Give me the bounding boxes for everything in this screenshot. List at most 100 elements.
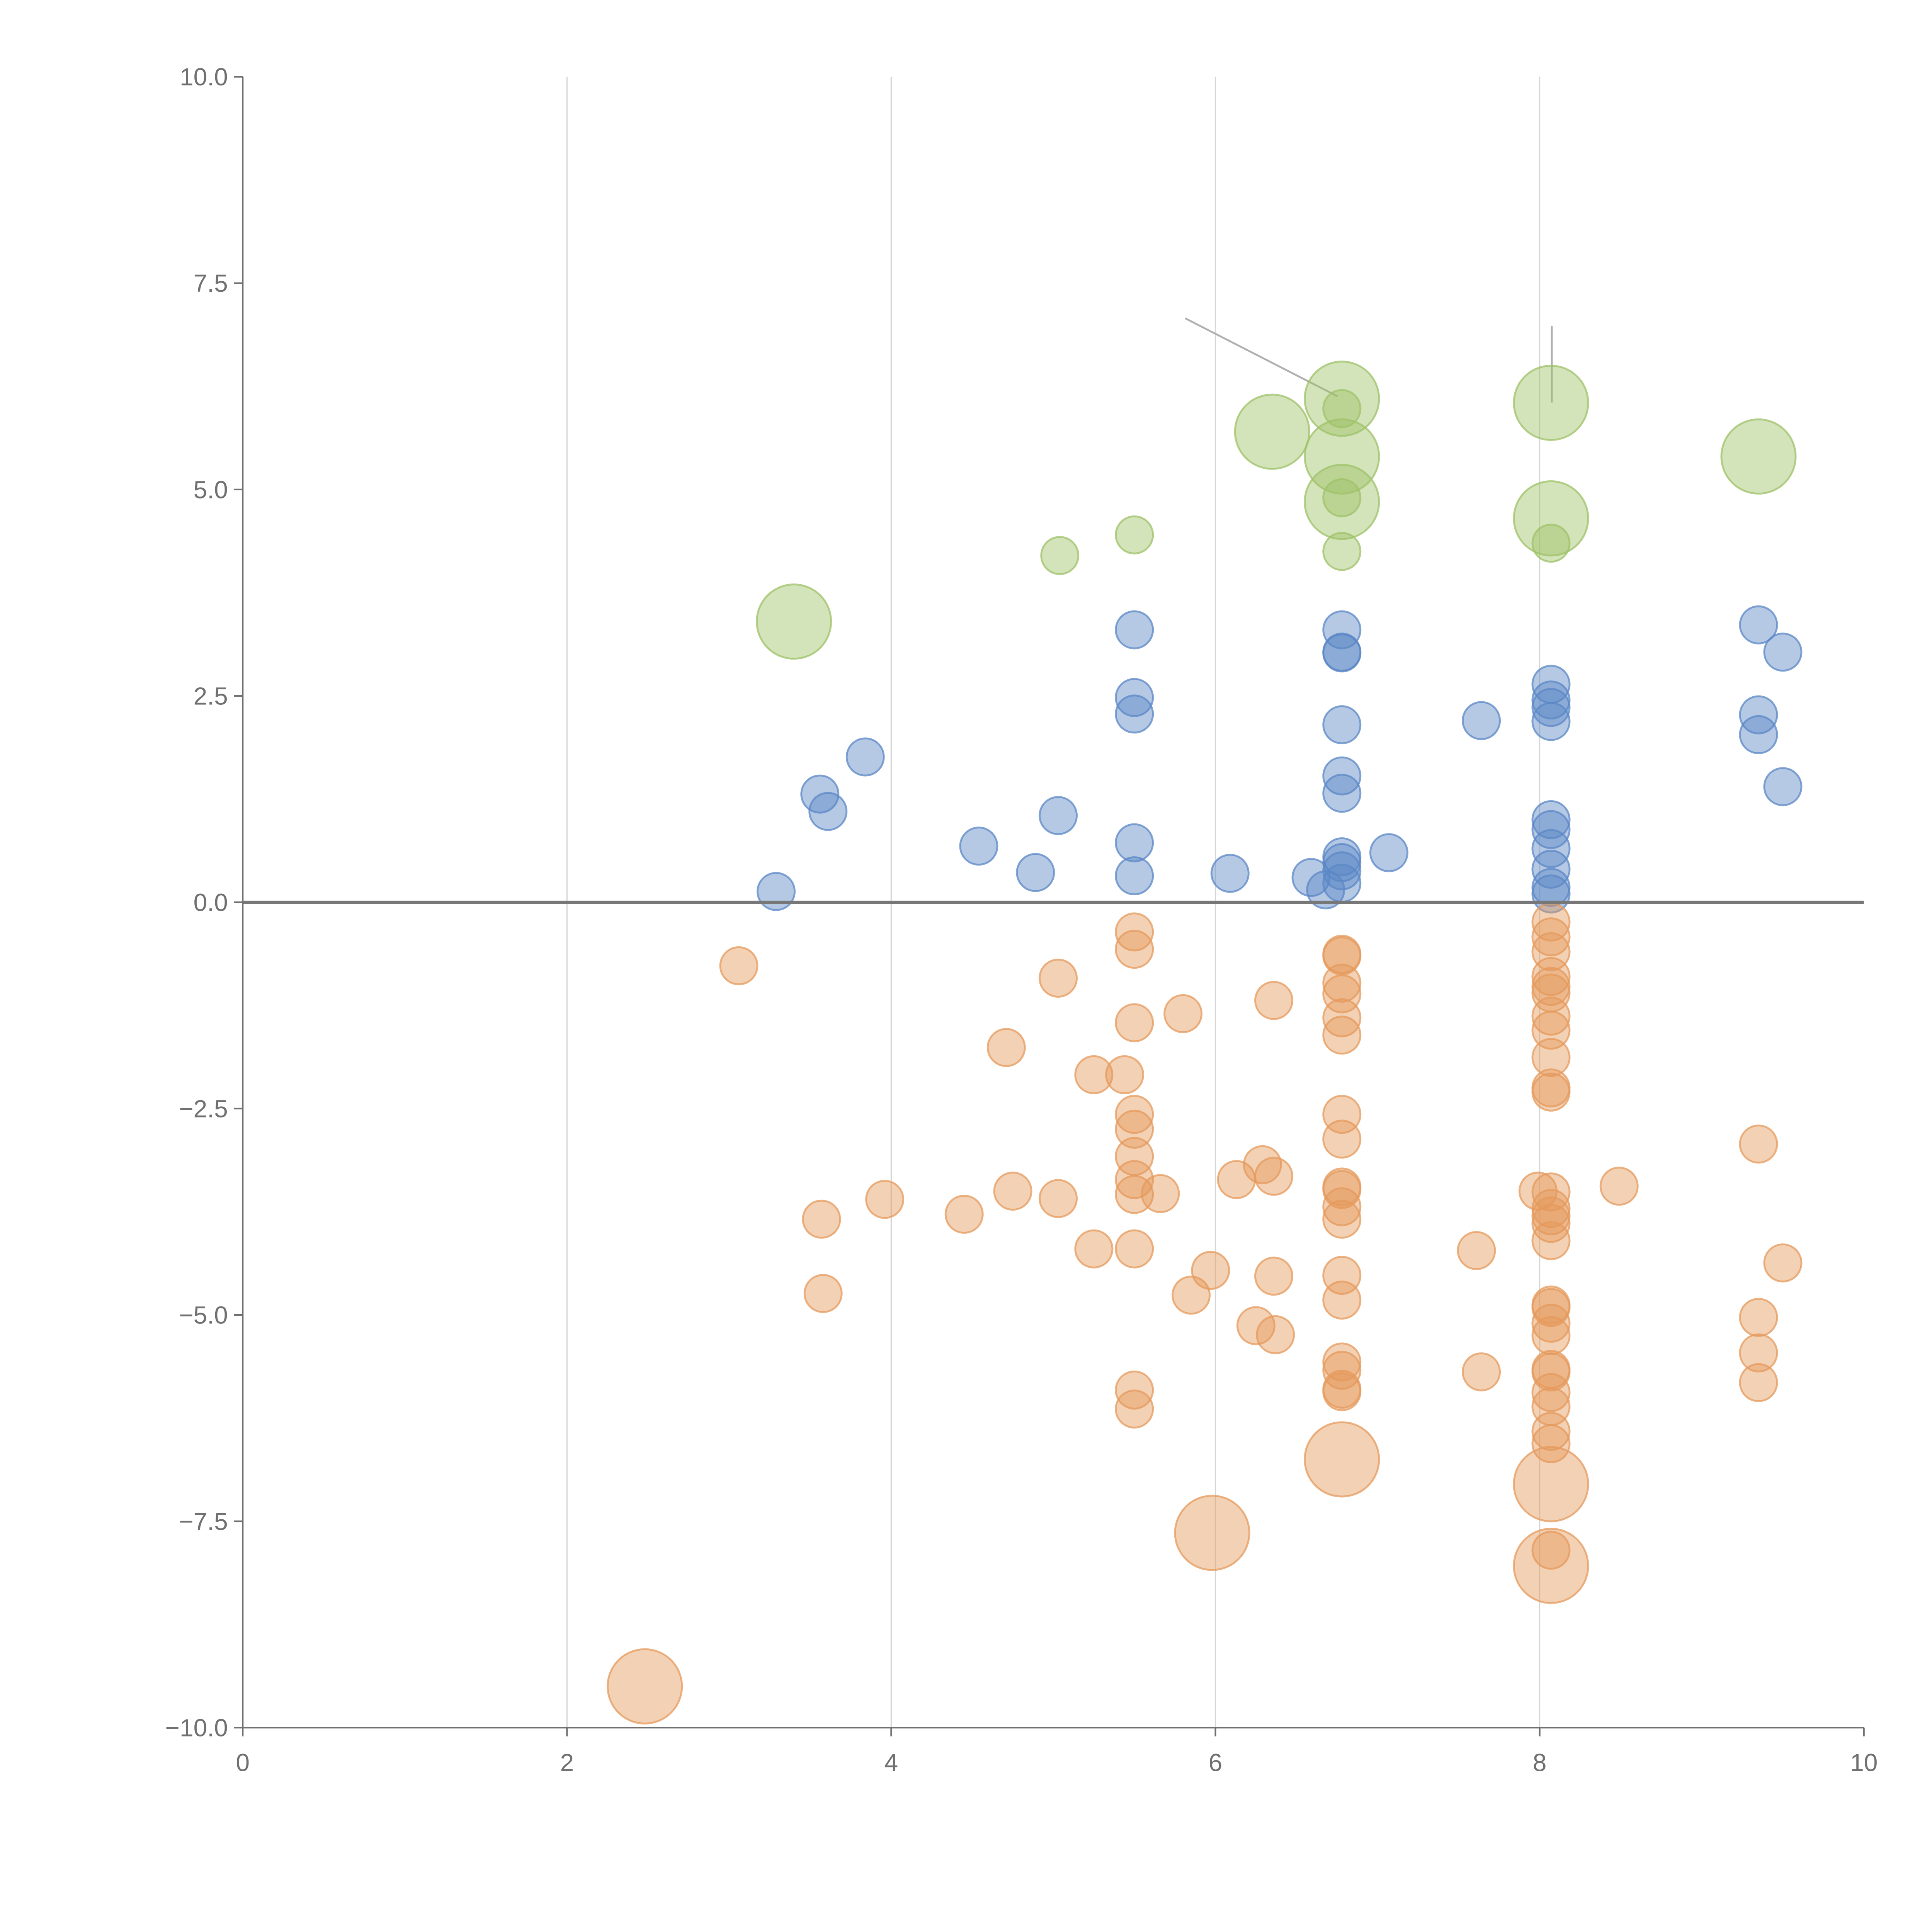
data-point-orange — [1322, 1199, 1362, 1239]
data-point-orange — [1115, 1109, 1154, 1149]
data-point-blue — [1322, 756, 1362, 796]
data-point-orange — [1739, 1363, 1778, 1402]
data-point-orange — [1322, 974, 1362, 1014]
data-point-orange — [803, 1274, 843, 1313]
data-point-blue — [1115, 856, 1154, 896]
x-tick-label: 8 — [1533, 1748, 1547, 1776]
series-blue — [757, 605, 1803, 914]
data-point-orange — [1531, 1010, 1571, 1050]
data-point-orange — [1531, 1072, 1571, 1112]
data-point-green — [1304, 464, 1380, 540]
data-point-orange — [1074, 1055, 1114, 1094]
series-green — [756, 361, 1797, 660]
data-point-blue — [1322, 774, 1362, 813]
data-point-orange — [1739, 1333, 1778, 1372]
data-point-orange — [1115, 930, 1154, 969]
data-point-blue — [1115, 694, 1154, 734]
data-point-orange — [1531, 1204, 1571, 1243]
data-point-orange — [1236, 1306, 1276, 1345]
data-point-orange — [1531, 1424, 1571, 1463]
data-point-orange — [1322, 1372, 1362, 1412]
data-point-orange — [1163, 994, 1203, 1033]
data-point-orange — [1739, 1298, 1778, 1337]
y-tick-label: 2.5 — [194, 682, 228, 710]
x-tick-label: 4 — [884, 1748, 898, 1776]
y-tick-label: 5.0 — [194, 476, 228, 503]
data-point-orange — [1531, 1288, 1571, 1327]
data-point-blue — [808, 792, 848, 831]
data-point-blue — [959, 827, 998, 866]
data-point-blue — [1531, 829, 1571, 868]
data-point-orange — [1462, 1352, 1501, 1391]
y-tick-label: −2.5 — [179, 1095, 228, 1122]
data-point-orange — [1513, 1446, 1589, 1522]
data-point-green — [1513, 480, 1589, 557]
data-point-orange — [1531, 1352, 1571, 1391]
data-point-green — [1322, 532, 1362, 571]
data-point-orange — [1531, 997, 1571, 1036]
data-point-orange — [1322, 1015, 1362, 1055]
data-point-orange — [1599, 1167, 1639, 1206]
data-point-orange — [1039, 958, 1078, 998]
annotation-leader-lines — [1185, 317, 1553, 403]
data-point-orange — [1243, 1145, 1282, 1184]
data-point-orange — [1115, 1003, 1154, 1043]
leader-line — [1185, 317, 1338, 397]
data-point-orange — [1322, 1119, 1362, 1159]
data-point-blue — [1322, 705, 1362, 745]
data-point-orange — [993, 1172, 1032, 1211]
data-point-orange — [1531, 1531, 1571, 1570]
data-point-green — [1720, 418, 1797, 495]
data-point-blue — [1322, 633, 1362, 673]
y-tick-label: −7.5 — [179, 1508, 228, 1536]
data-point-blue — [1016, 853, 1055, 892]
data-point-orange — [1115, 1160, 1154, 1199]
data-point-blue — [1763, 633, 1803, 672]
data-point-blue — [1531, 702, 1571, 741]
data-point-green — [1304, 418, 1380, 495]
data-point-orange — [1074, 1229, 1114, 1269]
data-point-orange — [986, 1028, 1026, 1067]
data-point-green — [1115, 515, 1154, 554]
x-tick-label: 6 — [1209, 1748, 1223, 1776]
data-point-orange — [944, 1194, 984, 1234]
data-point-orange — [1174, 1495, 1250, 1571]
data-point-orange — [1115, 1229, 1154, 1269]
y-tick-label: 7.5 — [194, 269, 228, 297]
data-point-blue — [1739, 605, 1778, 645]
data-point-blue — [1462, 701, 1501, 740]
x-tick-label: 0 — [236, 1748, 250, 1776]
data-point-green — [1531, 524, 1571, 563]
data-point-orange — [1531, 1412, 1571, 1451]
data-point-orange — [1256, 1315, 1295, 1354]
data-point-orange — [1531, 1172, 1571, 1212]
data-point-green — [1234, 393, 1310, 470]
data-point-orange — [1191, 1251, 1230, 1290]
data-point-orange — [1531, 917, 1571, 957]
data-point-orange — [1115, 912, 1154, 952]
data-point-orange — [1531, 1316, 1571, 1355]
data-point-blue — [1322, 864, 1362, 903]
data-point-orange — [1254, 1156, 1294, 1196]
data-point-blue — [1039, 796, 1078, 835]
data-point-orange — [1531, 1221, 1571, 1260]
data-point-orange — [1457, 1231, 1496, 1270]
data-point-blue — [1115, 823, 1154, 862]
y-tick-label: 10.0 — [180, 63, 228, 91]
data-point-blue — [1322, 851, 1362, 891]
data-point-blue — [1739, 715, 1778, 754]
y-tick-label: −5.0 — [179, 1301, 228, 1329]
data-point-orange — [1322, 1281, 1362, 1320]
axes: 0 2 4 6 8 10 10.0 7.5 5.0 2.5 0.0 −2.5 −5.0 −7.5 −10.0 — [165, 63, 1878, 1776]
data-point-orange — [1115, 1095, 1154, 1134]
x-tick-label: 10 — [1850, 1748, 1878, 1776]
data-point-blue — [1531, 800, 1571, 839]
data-point-blue — [1531, 688, 1571, 727]
data-point-green — [1322, 478, 1362, 517]
data-point-orange — [1322, 1187, 1362, 1226]
data-point-green — [1040, 536, 1080, 575]
data-point-blue — [757, 872, 796, 911]
y-tick-label: −10.0 — [165, 1714, 228, 1742]
data-point-orange — [607, 1648, 683, 1725]
